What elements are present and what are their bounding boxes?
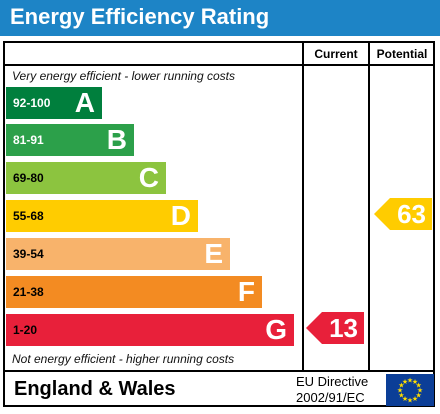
potential-rating-value: 63 (397, 199, 426, 229)
band-letter: G (265, 314, 287, 345)
eu-star-icon: ★ (402, 378, 408, 386)
footer-country: England & Wales (14, 378, 176, 400)
band-letter: E (204, 238, 223, 269)
footer-directive-line2: 2002/91/EC (296, 390, 365, 405)
eu-stars-icon: ★★★★★★★★★★★★ (397, 377, 423, 405)
potential-arrow-shape (374, 198, 432, 230)
band-range-label: 81-91 (13, 133, 44, 147)
eu-star-icon: ★ (407, 377, 413, 385)
top-note: Very energy efficient - lower running co… (12, 69, 235, 83)
band-b: 81-91 B (6, 124, 134, 156)
rating-table-frame (3, 41, 435, 407)
footer-directive-line1: EU Directive (296, 374, 369, 389)
eu-star-icon: ★ (402, 395, 408, 403)
band-range-label: 55-68 (13, 209, 44, 223)
band-f: 21-38 F (6, 276, 262, 308)
band-d: 55-68 D (6, 200, 198, 232)
page-title: Energy Efficiency Rating (10, 4, 270, 29)
eu-star-icon: ★ (398, 382, 404, 390)
header-row-divider (3, 64, 435, 66)
band-range-label: 69-80 (13, 171, 44, 185)
eu-star-icon: ★ (412, 395, 418, 403)
band-range-label: 39-54 (13, 247, 44, 261)
band-range-label: 21-38 (13, 285, 44, 299)
band-letter: A (74, 87, 95, 118)
potential-column-divider (368, 41, 370, 371)
bottom-note: Not energy efficient - higher running co… (12, 352, 235, 366)
potential-rating-arrow: 63 (374, 198, 432, 230)
eu-star-icon: ★ (416, 392, 422, 400)
eu-flag-icon: ★ ★ ★ ★ ★ ★ ★ ★ ★ ★ ★ ★ (386, 374, 434, 406)
current-rating-value: 13 (329, 313, 358, 343)
band-e: 39-54 E (6, 238, 230, 270)
current-rating-arrow: 13 (306, 312, 364, 344)
eu-star-icon: ★ (412, 378, 418, 386)
band-range-label: 92-100 (13, 96, 51, 110)
band-letter: C (138, 162, 159, 193)
footer-row-divider (3, 370, 435, 372)
band-g: 1-20 G (6, 314, 294, 346)
current-column-divider (302, 41, 304, 371)
eu-star-icon: ★ (417, 387, 423, 395)
eu-star-icon: ★ (398, 392, 404, 400)
band-range-label: 1-20 (13, 323, 38, 337)
band-letter: F (237, 276, 255, 307)
title-bar: Energy Efficiency Rating (0, 0, 440, 36)
band-c: 69-80 C (6, 162, 166, 194)
band-letter: B (106, 124, 127, 155)
current-arrow-shape (306, 312, 364, 344)
eu-star-icon: ★ (397, 387, 403, 395)
band-a: 92-100 A (6, 87, 102, 119)
current-column-header: Current (314, 47, 358, 61)
eu-star-icon: ★ (416, 382, 422, 390)
band-letter: D (170, 200, 191, 231)
eu-star-icon: ★ (407, 397, 413, 405)
potential-column-header: Potential (376, 47, 428, 61)
